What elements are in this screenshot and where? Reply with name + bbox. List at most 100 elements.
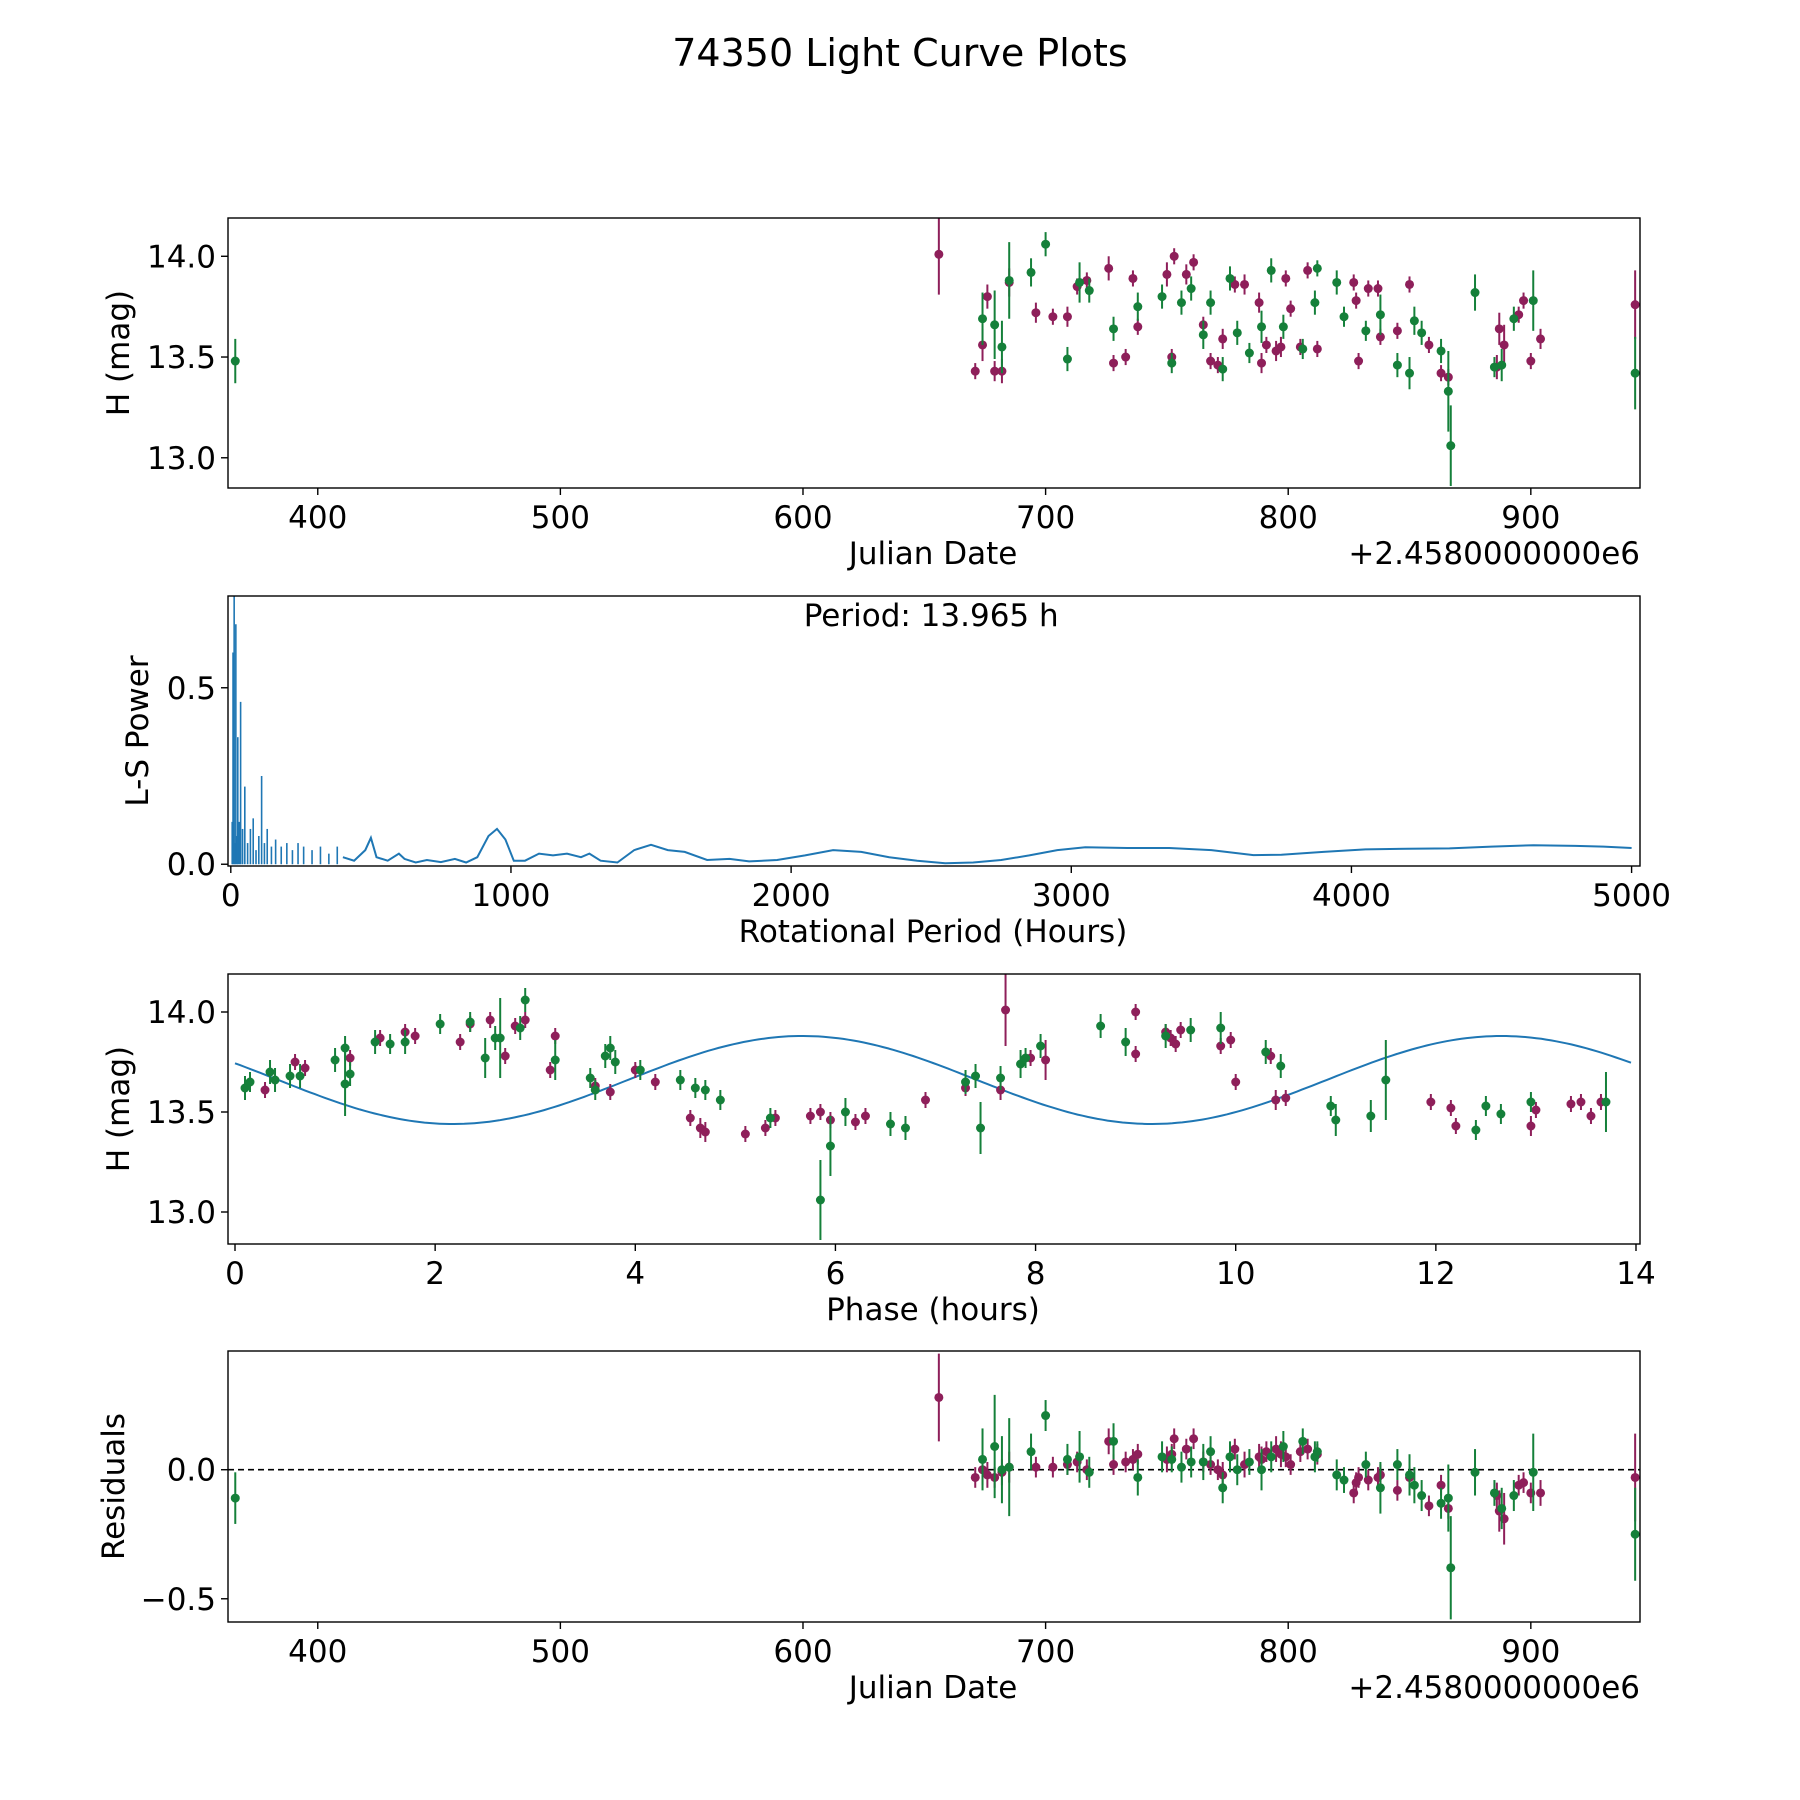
panel-res: 400 500 600 700 800 900 −0.5 0.0 Julian Date +2.4…	[96, 1350, 1641, 1706]
data-point	[1278, 322, 1288, 332]
data-point	[1366, 1111, 1376, 1121]
data-point	[990, 1441, 1000, 1451]
data-point	[410, 1031, 420, 1041]
data-point	[1451, 1121, 1461, 1131]
data-point	[1281, 273, 1291, 283]
data-point	[265, 1067, 275, 1077]
data-point	[545, 1065, 555, 1075]
data-point	[1392, 1460, 1402, 1470]
data-point	[1048, 1462, 1058, 1472]
data-point	[1392, 326, 1402, 336]
axes-frame	[227, 217, 1641, 489]
data-point	[976, 1123, 986, 1133]
data-point	[1257, 1465, 1267, 1475]
data-point	[1470, 288, 1480, 298]
data-point	[760, 1123, 770, 1133]
data-point	[285, 1071, 295, 1081]
data-point	[1405, 279, 1415, 289]
periodogram-line	[342, 827, 1632, 865]
data-point	[997, 342, 1007, 352]
data-point	[1519, 1478, 1529, 1488]
data-point	[1373, 284, 1383, 294]
data-point	[1084, 286, 1094, 296]
data-point	[1409, 1480, 1419, 1490]
x-tick-label: 6	[826, 1256, 846, 1292]
data-point	[345, 1069, 355, 1079]
x-tick-label: 0	[225, 1256, 245, 1292]
data-point	[1261, 1047, 1271, 1057]
x-tick-label: 14	[1616, 1256, 1655, 1292]
data-point	[1630, 1472, 1640, 1482]
x-tick-label: 1000	[472, 878, 551, 914]
data-point	[1361, 326, 1371, 336]
data-point	[230, 1493, 240, 1503]
data-point	[1286, 304, 1296, 314]
data-point	[982, 292, 992, 302]
x-tick-label: 400	[288, 1634, 347, 1670]
data-point	[1266, 265, 1276, 275]
data-point	[1181, 1444, 1191, 1454]
data-point	[850, 1117, 860, 1127]
data-point	[961, 1077, 971, 1087]
data-point	[1528, 296, 1538, 306]
data-point	[1031, 308, 1041, 318]
x-offset-label: +2.4580000000e6	[1348, 536, 1640, 572]
data-point	[1424, 1501, 1434, 1511]
figure-title: 74350 Light Curve Plots	[672, 31, 1127, 75]
data-point	[1121, 1457, 1131, 1467]
data-point	[500, 1051, 510, 1061]
data-point	[1244, 348, 1254, 358]
data-point	[1312, 263, 1322, 273]
data-point	[610, 1057, 620, 1067]
data-point	[1169, 251, 1179, 261]
data-point	[330, 1055, 340, 1065]
data-point	[1312, 1447, 1322, 1457]
data-point	[485, 1015, 495, 1025]
data-point	[1489, 362, 1499, 372]
data-point	[1218, 334, 1228, 344]
data-point	[1198, 330, 1208, 340]
y-tick-label: −0.5	[141, 1582, 216, 1618]
data-point	[978, 314, 988, 324]
data-point	[1354, 1472, 1364, 1482]
data-point	[700, 1127, 710, 1137]
y-tick-label: 13.0	[147, 1195, 216, 1231]
data-point	[1133, 1472, 1143, 1482]
data-point	[1189, 1434, 1199, 1444]
panel-ls: Period: 13.965 h 0 1000 2000 3000 4000 5000 0.0…	[120, 595, 1671, 950]
y-tick-label: 0.0	[167, 847, 216, 883]
data-point	[1497, 360, 1507, 370]
y-tick-label: 13.5	[147, 1095, 216, 1131]
data-point	[1405, 368, 1415, 378]
data-point	[1586, 1111, 1596, 1121]
data-point	[1531, 1105, 1541, 1115]
data-point	[1226, 1035, 1236, 1045]
data-point	[1218, 364, 1228, 374]
data-point	[230, 356, 240, 366]
data-point	[1131, 1007, 1141, 1017]
data-point	[1157, 1452, 1167, 1462]
x-axis-label: Julian Date	[847, 1670, 1018, 1706]
data-point	[1489, 1488, 1499, 1498]
data-point	[295, 1071, 305, 1081]
data-point	[465, 1017, 475, 1027]
data-point	[1332, 1470, 1342, 1480]
data-point	[1261, 340, 1271, 350]
data-point	[270, 1075, 280, 1085]
data-point	[600, 1051, 610, 1061]
data-point	[1536, 334, 1546, 344]
data-point	[1167, 358, 1177, 368]
y-tick-label: 14.0	[147, 995, 216, 1031]
x-tick-label: 0	[221, 878, 241, 914]
data-point	[605, 1043, 615, 1053]
data-point	[1206, 356, 1216, 366]
data-point	[340, 1043, 350, 1053]
data-point	[605, 1087, 615, 1097]
data-point	[1062, 1454, 1072, 1464]
data-point	[1231, 1077, 1241, 1087]
data-point	[650, 1077, 660, 1087]
data-point	[635, 1065, 645, 1075]
data-point	[1167, 1454, 1177, 1464]
data-point	[1171, 1039, 1181, 1049]
